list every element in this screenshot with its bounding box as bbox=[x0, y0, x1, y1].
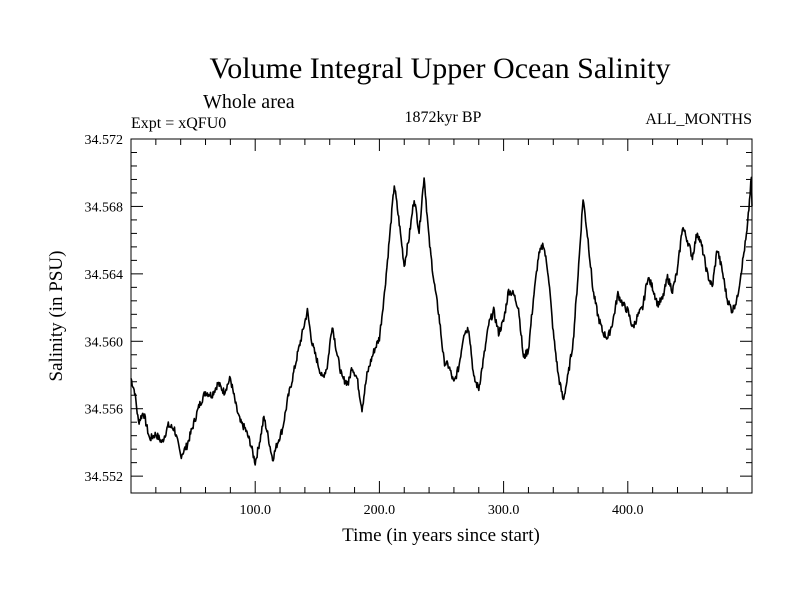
y-tick-label: 34.552 bbox=[85, 470, 124, 485]
x-tick-label: 100.0 bbox=[239, 503, 271, 518]
y-axis-ticks: 34.552 34.556 34.560 34.564 34.568 34.572 bbox=[85, 133, 752, 485]
x-axis-label: Time (in years since start) bbox=[342, 525, 540, 546]
plot-frame bbox=[130, 138, 753, 494]
series-group bbox=[130, 176, 753, 466]
expt-label: Expt = xQFU0 bbox=[131, 115, 226, 132]
period-label: 1872kyr BP bbox=[405, 109, 482, 126]
x-tick-label: 400.0 bbox=[612, 503, 644, 518]
x-axis-ticks: 100.0 200.0 300.0 400.0 bbox=[155, 139, 728, 518]
y-axis-label: Salinity (in PSU) bbox=[46, 251, 67, 382]
chart-title: Volume Integral Upper Ocean Salinity bbox=[210, 52, 671, 85]
x-tick-label: 300.0 bbox=[488, 503, 520, 518]
y-tick-label: 34.568 bbox=[85, 200, 124, 215]
y-tick-label: 34.560 bbox=[85, 335, 124, 350]
y-tick-label: 34.556 bbox=[85, 403, 124, 418]
y-tick-label: 34.572 bbox=[85, 133, 124, 148]
x-tick-label: 200.0 bbox=[364, 503, 396, 518]
series-line-salinity bbox=[130, 176, 753, 466]
months-label: ALL_MONTHS bbox=[645, 111, 752, 128]
y-tick-label: 34.564 bbox=[85, 268, 124, 283]
chart-subtitle: Whole area bbox=[203, 91, 295, 113]
